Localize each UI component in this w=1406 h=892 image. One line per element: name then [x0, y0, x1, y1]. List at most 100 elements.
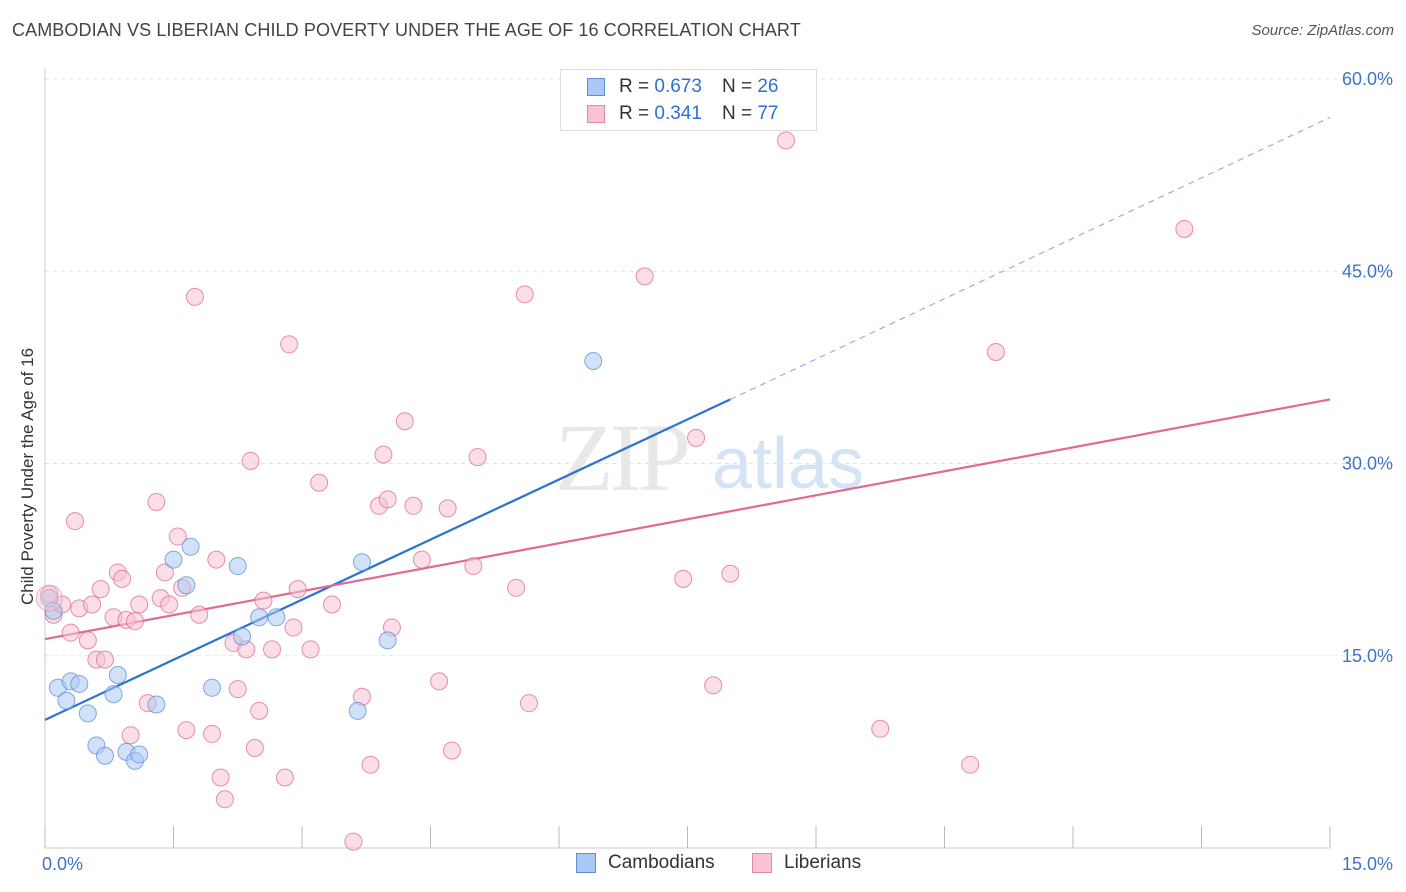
liberian-point [322, 595, 341, 614]
watermark-atlas: atlas [712, 424, 864, 504]
legend-row-cambodians: R = 0.673 N = 26 [587, 75, 778, 99]
liberian-point [263, 640, 282, 659]
y-tick-label: 30.0% [1342, 454, 1393, 474]
liberian-point [404, 496, 423, 515]
cambodian-point [164, 550, 183, 569]
y-tick-label: 15.0% [1342, 646, 1393, 666]
liberian-point [507, 578, 526, 597]
grid-lines [45, 78, 1392, 657]
liberian-point [310, 473, 329, 492]
liberian-point [871, 719, 890, 738]
liberian-point [438, 499, 457, 518]
liberian-point [674, 569, 693, 588]
legend-r-value: 0.673 [654, 76, 702, 97]
liberian-point [203, 724, 222, 743]
liberian-point [284, 618, 303, 637]
liberian-point [121, 726, 140, 745]
cambodian-point [267, 608, 286, 627]
chart-title: CAMBODIAN VS LIBERIAN CHILD POVERTY UNDE… [12, 20, 801, 40]
liberian-point [207, 550, 226, 569]
liberian-point [961, 755, 980, 774]
legend-n-label: N = [721, 76, 753, 97]
cambodian-point [130, 745, 149, 764]
bottom-legend-label-cambodians: Cambodians [608, 852, 715, 873]
liberian-point [130, 595, 149, 614]
liberian-point [147, 492, 166, 511]
cambodian-point [78, 704, 97, 723]
liberian-point [177, 721, 196, 740]
liberian-point [412, 550, 431, 569]
cambodian-point [177, 576, 196, 595]
x-tick-label: 15.0% [1342, 854, 1393, 874]
liberian-point [241, 451, 260, 470]
liberian-point [245, 739, 264, 758]
liberian-point [125, 612, 144, 631]
liberian-point [344, 832, 363, 851]
liberian-point [280, 335, 299, 354]
cambodian-trend-extension [730, 116, 1331, 400]
liberian-point [1175, 219, 1194, 238]
liberian-point [113, 569, 132, 588]
cambodian-point [352, 553, 371, 572]
cambodian-point [584, 351, 603, 370]
liberian-point [361, 755, 380, 774]
data-points [35, 131, 1194, 851]
legend-swatch-cambodians [587, 78, 605, 96]
cambodian-point [250, 608, 269, 627]
bottom-legend-swatch-liberians [752, 853, 772, 873]
liberian-point [721, 564, 740, 583]
liberian-point [635, 267, 654, 286]
liberian-point [211, 768, 230, 787]
legend-n-value: 77 [757, 103, 779, 124]
legend-row-liberians: R = 0.341 N = 77 [587, 102, 778, 126]
liberian-point [288, 580, 307, 599]
bottom-legend-cambodians: Cambodians [576, 852, 715, 874]
liberian-point [160, 595, 179, 614]
cambodian-point [147, 695, 166, 714]
liberian-point [185, 287, 204, 306]
liberian-point [95, 650, 114, 669]
liberian-point [35, 584, 63, 612]
tick-labels: 15.0% 30.0% 45.0% 60.0% 0.0% 15.0% [42, 69, 1393, 874]
liberian-point [168, 527, 187, 546]
legend-r-value: 0.341 [654, 103, 702, 124]
legend-r-label: R = [619, 76, 650, 97]
cambodian-point [348, 701, 367, 720]
liberian-point [687, 428, 706, 447]
bottom-legend-swatch-cambodians [576, 853, 596, 873]
liberian-point [228, 680, 247, 699]
liberian-point [78, 631, 97, 650]
bottom-legend-label-liberians: Liberians [784, 852, 862, 873]
source-label: Source: ZipAtlas.com [1251, 22, 1394, 39]
liberian-point [190, 605, 209, 624]
cambodian-point [104, 685, 123, 704]
cambodian-point [228, 557, 247, 576]
watermark-zip: ZIP [555, 404, 688, 511]
axes [44, 68, 1331, 849]
cambodian-trend-line [44, 398, 731, 721]
liberian-point [464, 557, 483, 576]
cambodian-point [181, 537, 200, 556]
cambodian-point [57, 691, 76, 710]
liberian-point [61, 623, 80, 642]
cambodian-point [108, 665, 127, 684]
liberian-point [777, 131, 796, 150]
legend-swatch-liberians [587, 105, 605, 123]
cambodian-point [95, 746, 114, 765]
y-tick-label: 45.0% [1342, 261, 1393, 281]
liberian-point [704, 676, 723, 695]
y-tick-label: 60.0% [1342, 69, 1393, 89]
liberian-point [250, 701, 269, 720]
liberian-point [520, 694, 539, 713]
liberian-point [155, 563, 174, 582]
y-axis-label: Child Poverty Under the Age of 16 [18, 347, 37, 605]
legend-n-value: 26 [757, 76, 779, 97]
liberian-point [91, 580, 110, 599]
liberian-point [515, 285, 534, 304]
liberian-point [378, 490, 397, 509]
liberian-point [374, 445, 393, 464]
cambodian-point [203, 678, 222, 697]
liberian-point [986, 342, 1005, 361]
legend-n-label: N = [721, 103, 753, 124]
